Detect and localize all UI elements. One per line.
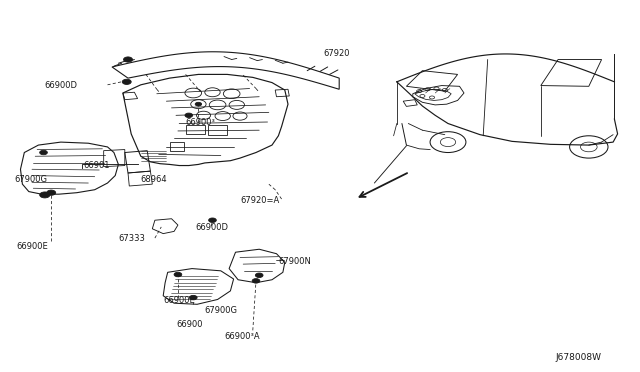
Circle shape [185, 113, 193, 118]
Circle shape [174, 272, 182, 277]
Text: 67900G: 67900G [14, 175, 47, 184]
Circle shape [195, 102, 202, 106]
Circle shape [124, 57, 132, 62]
Text: 66900D: 66900D [45, 81, 78, 90]
Circle shape [252, 279, 260, 283]
Circle shape [40, 150, 47, 155]
Text: 67920=A: 67920=A [240, 196, 279, 205]
Text: 67900N: 67900N [278, 257, 311, 266]
Text: 68964: 68964 [141, 175, 168, 184]
Text: 67900G: 67900G [205, 306, 238, 315]
Text: 67920: 67920 [323, 49, 349, 58]
Circle shape [122, 79, 131, 84]
Text: 66900: 66900 [176, 320, 202, 329]
Text: 66901: 66901 [83, 161, 109, 170]
Circle shape [189, 295, 197, 300]
Text: 66900D: 66900D [195, 223, 228, 232]
Text: 66900³: 66900³ [186, 118, 216, 127]
Circle shape [40, 192, 50, 198]
Text: 66900E: 66900E [16, 242, 48, 251]
Text: J678008W: J678008W [556, 353, 602, 362]
Text: 67333: 67333 [118, 234, 145, 243]
Circle shape [209, 218, 216, 222]
Circle shape [255, 273, 263, 278]
Text: 66900E: 66900E [163, 296, 195, 305]
Circle shape [47, 190, 56, 195]
Text: 66900³A: 66900³A [224, 332, 260, 341]
